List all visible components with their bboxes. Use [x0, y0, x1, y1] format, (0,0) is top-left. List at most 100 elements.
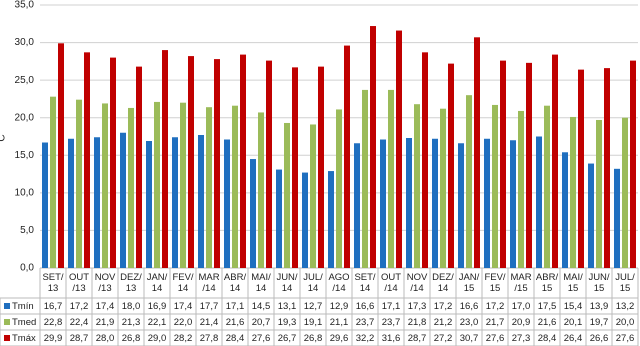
data-table-value: 17,1 — [225, 301, 245, 312]
bar — [284, 122, 290, 268]
bar — [102, 103, 108, 269]
bar — [276, 169, 282, 268]
x-tick-label: MAR /15 — [510, 272, 532, 294]
bar — [510, 140, 516, 268]
y-tick-label: 5,0 — [20, 225, 34, 236]
bar — [448, 63, 454, 269]
data-table-value: 18,0 — [121, 301, 141, 312]
data-table-value: 21,4 — [199, 317, 219, 328]
bar — [474, 37, 480, 268]
x-tick-label: NOV /13 — [94, 272, 116, 294]
bar — [406, 138, 412, 268]
data-table-value: 16,9 — [147, 301, 167, 312]
data-table-value: 12,9 — [329, 301, 349, 312]
bar — [492, 104, 498, 268]
bar — [414, 104, 420, 268]
data-table-value: 26,4 — [563, 333, 583, 344]
x-tick-label: JUN/ 15 — [588, 272, 610, 294]
bar — [250, 159, 256, 268]
bar — [518, 110, 524, 268]
bar — [292, 67, 298, 269]
bar — [526, 62, 532, 268]
x-tick-label: OUT /13 — [68, 272, 90, 294]
bar — [336, 109, 342, 268]
x-tick-label: FEV/ 15 — [484, 272, 506, 294]
data-table-value: 28,7 — [407, 333, 427, 344]
data-table-value: 28,4 — [537, 333, 557, 344]
data-table-value: 27,6 — [251, 333, 271, 344]
x-tick-label: MAR /14 — [198, 272, 220, 294]
data-table-value: 16,6 — [355, 301, 375, 312]
y-tick-label: 0,0 — [20, 263, 34, 274]
bar — [466, 95, 472, 269]
data-table-value: 27,3 — [511, 333, 531, 344]
y-tick-label: 30,0 — [15, 37, 35, 48]
data-table-value: 27,6 — [485, 333, 505, 344]
data-table-value: 13,9 — [589, 301, 609, 312]
data-table-value: 21,1 — [329, 317, 349, 328]
bar — [302, 172, 308, 268]
y-axis-label: °C — [0, 134, 8, 145]
bar — [354, 143, 360, 268]
y-tick-label: 25,0 — [15, 75, 35, 86]
data-table-value: 26,8 — [121, 333, 141, 344]
x-tick-label: DEZ/ 14 — [432, 272, 454, 294]
data-table-value: 17,3 — [407, 301, 427, 312]
data-table-value: 23,7 — [355, 317, 375, 328]
x-tick-label: JUL/ 14 — [303, 272, 323, 294]
data-table-value: 17,4 — [173, 301, 193, 312]
y-tick-label: 15,0 — [15, 150, 35, 161]
x-tick-label: OUT /14 — [380, 272, 402, 294]
x-tick-label: JAN/ 14 — [146, 272, 168, 294]
data-table-value: 15,4 — [563, 301, 583, 312]
bar — [84, 52, 90, 269]
bar — [58, 43, 64, 268]
bar — [370, 26, 376, 269]
legend-label: Tmín — [12, 301, 34, 312]
data-table-value: 13,1 — [277, 301, 297, 312]
data-table-value: 20,9 — [511, 317, 531, 328]
data-table-value: 13,2 — [615, 301, 635, 312]
y-tick-label: 20,0 — [15, 112, 35, 123]
data-table-value: 20,0 — [615, 317, 635, 328]
data-table-value: 26,8 — [303, 333, 323, 344]
bar — [42, 142, 48, 268]
x-tick-label: FEV/ 14 — [172, 272, 194, 294]
x-tick-label: ABR/ 14 — [223, 272, 247, 294]
bar — [224, 139, 230, 268]
bar — [432, 138, 438, 268]
bar — [180, 102, 186, 268]
x-tick-label: MAI/ 14 — [251, 272, 271, 294]
data-table-value: 28,0 — [95, 333, 115, 344]
data-table-value: 26,6 — [589, 333, 609, 344]
bar — [266, 60, 272, 268]
bar — [94, 137, 100, 268]
data-table-value: 22,0 — [173, 317, 193, 328]
data-table-value: 26,7 — [277, 333, 297, 344]
data-table-value: 19,1 — [303, 317, 323, 328]
bar — [578, 69, 584, 268]
data-table-value: 16,6 — [459, 301, 479, 312]
data-table-value: 17,4 — [95, 301, 115, 312]
legend-label: Tmed — [12, 317, 37, 328]
bar — [422, 52, 428, 269]
bar — [630, 60, 636, 268]
bar — [380, 139, 386, 268]
data-table-value: 21,6 — [537, 317, 557, 328]
bar — [484, 138, 490, 268]
bar — [136, 66, 142, 268]
bar — [344, 45, 350, 268]
bar — [232, 105, 238, 268]
data-table-value: 23,0 — [459, 317, 479, 328]
bar — [128, 107, 134, 269]
bar — [68, 138, 74, 268]
data-table-value: 21,8 — [407, 317, 427, 328]
data-table-value: 17,7 — [199, 301, 219, 312]
data-table-value: 31,6 — [381, 333, 401, 344]
bar — [76, 99, 82, 269]
data-table-value: 29,9 — [43, 333, 63, 344]
bar — [614, 168, 620, 268]
bar — [154, 101, 160, 268]
data-table-value: 28,7 — [69, 333, 89, 344]
